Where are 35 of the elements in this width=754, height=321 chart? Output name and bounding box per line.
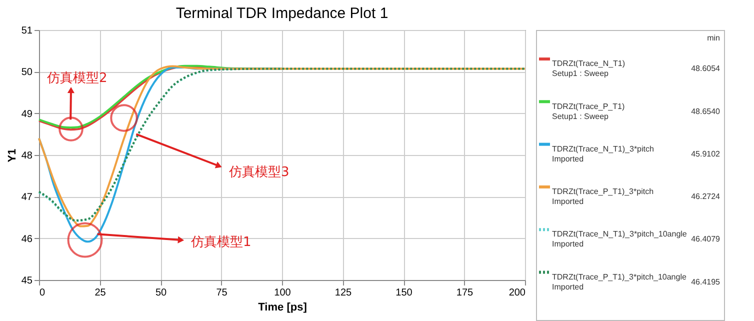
x-axis-title: Time [ps]	[258, 302, 308, 314]
annotation: 仿真模型3	[228, 165, 290, 180]
text: 46.4079	[691, 234, 721, 244]
y-axis-title: Y1	[6, 148, 18, 162]
annotation: 仿真模型1	[190, 235, 252, 250]
x-tick-label: 100	[274, 288, 292, 298]
y-tick-label: 51	[21, 26, 33, 36]
y-tick-label: 46	[21, 234, 33, 245]
x-tick-label: 50	[155, 288, 167, 298]
annotation: 仿真模型2	[46, 71, 108, 86]
y-tick-label: 47	[21, 192, 33, 204]
x-tick-label: 125	[334, 288, 352, 298]
text: 46.2724	[691, 192, 721, 202]
y-tick-label: 50	[21, 67, 33, 78]
y-tick-label: 49	[21, 108, 33, 120]
text: 48.6540	[691, 106, 721, 116]
text: 46.4195	[691, 277, 721, 286]
x-tick-label: 75	[216, 288, 228, 298]
x-tick-label: 200	[508, 288, 526, 298]
x-tick-label: 0	[40, 288, 46, 298]
y-tick-label: 45	[21, 276, 33, 286]
text: 48.6054	[691, 64, 721, 74]
legend-label: TDRZt(Trace_N_T1)_3*pitch Imported	[552, 144, 654, 164]
chart-title: Terminal TDR Impedance Plot 1	[176, 5, 388, 22]
x-tick-label: 25	[94, 288, 106, 298]
x-tick-label: 175	[456, 288, 474, 298]
legend-title: min	[707, 34, 720, 43]
text: 45.9102	[691, 149, 721, 158]
legend-label: TDRZt(Trace_P_T1)_3*pitch Imported	[552, 187, 654, 206]
x-tick-label: 150	[396, 288, 413, 298]
y-tick-label: 48	[21, 150, 33, 162]
legend-label: TDRZt(Trace_P_T1) Setup1 : Sweep	[552, 102, 625, 121]
legend-label: TDRZt(Trace_N_T1) Setup1 : Sweep	[552, 59, 626, 78]
legend-label: TDRZt(Trace_P_T1)_3*pitch_10angle Imported	[552, 272, 687, 292]
legend-label: TDRZt(Trace_N_T1)_3*pitch_10angle Imported	[552, 230, 688, 249]
